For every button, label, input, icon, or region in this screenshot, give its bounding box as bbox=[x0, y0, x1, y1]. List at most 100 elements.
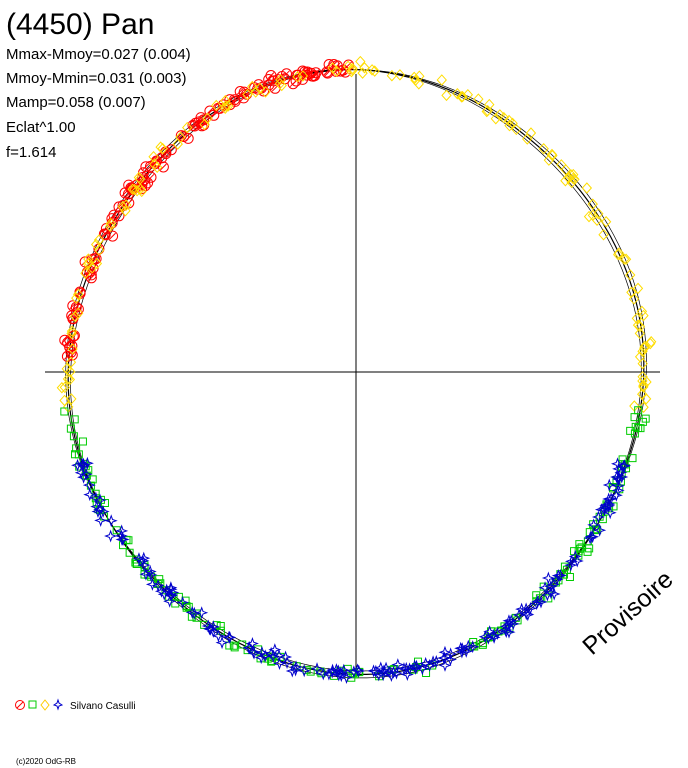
observer-name: Silvano Casulli bbox=[70, 701, 136, 712]
data-point-star bbox=[176, 595, 190, 610]
data-point-diamond bbox=[56, 382, 68, 394]
data-point-square bbox=[230, 643, 239, 652]
data-point-diamond bbox=[83, 253, 94, 265]
data-point-star bbox=[93, 502, 107, 516]
data-point-diamond bbox=[457, 90, 468, 103]
data-point-diamond bbox=[587, 198, 598, 210]
data-point-diamond bbox=[65, 366, 76, 378]
data-point-star bbox=[534, 595, 548, 609]
stat-eclat: Eclat^1.00 bbox=[6, 119, 76, 136]
data-point-diamond bbox=[639, 340, 650, 353]
data-point-star bbox=[310, 662, 324, 676]
data-point-circle-slash bbox=[98, 228, 110, 240]
data-point-star bbox=[521, 608, 535, 622]
data-point-star bbox=[466, 640, 480, 654]
data-point-circle-slash bbox=[189, 120, 201, 132]
data-point-star bbox=[429, 654, 443, 668]
data-point-star bbox=[409, 661, 423, 675]
data-point-star bbox=[347, 665, 361, 679]
data-point-star bbox=[618, 459, 632, 473]
data-point-star bbox=[602, 497, 616, 511]
data-point-diamond bbox=[473, 93, 484, 105]
data-point-square bbox=[570, 547, 579, 556]
data-point-diamond bbox=[507, 117, 518, 130]
stat-mmax-mmoy: Mmax-Mmoy=0.027 (0.004) bbox=[6, 46, 191, 63]
data-point-diamond bbox=[91, 257, 103, 270]
data-point-diamond bbox=[157, 142, 168, 155]
data-point-star bbox=[339, 670, 354, 685]
data-point-circle-slash bbox=[67, 300, 79, 312]
data-point-diamond bbox=[587, 209, 599, 222]
data-point-square bbox=[125, 548, 134, 557]
data-point-diamond bbox=[631, 312, 643, 325]
data-point-diamond bbox=[645, 336, 657, 348]
data-point-diamond bbox=[490, 112, 501, 125]
data-point-diamond bbox=[482, 104, 493, 117]
data-point-diamond bbox=[62, 373, 74, 385]
data-point-circle-slash bbox=[268, 75, 280, 87]
data-point-diamond bbox=[247, 80, 258, 93]
data-point-diamond bbox=[620, 253, 632, 266]
data-point-diamond bbox=[568, 168, 579, 181]
data-point-star bbox=[611, 457, 625, 471]
data-point-square bbox=[626, 426, 635, 435]
data-point-diamond bbox=[297, 70, 309, 82]
data-point-diamond bbox=[148, 150, 159, 163]
data-point-diamond bbox=[569, 173, 580, 185]
data-point-star bbox=[77, 470, 91, 484]
data-point-star bbox=[455, 645, 469, 659]
data-point-diamond bbox=[357, 67, 368, 79]
data-point-star bbox=[547, 587, 561, 601]
data-point-circle-slash bbox=[113, 210, 125, 222]
data-point-diamond bbox=[638, 401, 649, 413]
data-point-star bbox=[163, 594, 177, 608]
data-point-square bbox=[575, 540, 584, 549]
data-point-diamond bbox=[637, 357, 648, 370]
data-point-star bbox=[603, 506, 617, 520]
data-point-star bbox=[455, 642, 469, 656]
data-points bbox=[56, 55, 657, 685]
legend-diamond-icon bbox=[40, 699, 50, 711]
data-point-diamond bbox=[220, 100, 231, 112]
data-point-diamond bbox=[120, 204, 131, 217]
data-point-square bbox=[187, 612, 196, 621]
data-point-diamond bbox=[172, 138, 183, 150]
data-point-star bbox=[602, 478, 616, 492]
data-point-star bbox=[587, 518, 601, 532]
data-point-diamond bbox=[121, 199, 132, 211]
data-point-diamond bbox=[593, 207, 604, 220]
data-point-square bbox=[574, 551, 583, 560]
data-point-star bbox=[280, 655, 294, 669]
data-point-diamond bbox=[634, 320, 646, 333]
legend-square-icon bbox=[28, 700, 37, 709]
chart-title: (4450) Pan bbox=[6, 8, 154, 41]
data-point-square bbox=[559, 570, 568, 579]
data-point-circle-slash bbox=[229, 95, 241, 107]
data-point-diamond bbox=[134, 173, 146, 185]
data-point-diamond bbox=[359, 61, 370, 74]
data-point-star bbox=[512, 608, 526, 622]
data-point-star bbox=[379, 661, 393, 675]
copyright-text: (c)2020 OdG-RB bbox=[16, 757, 76, 766]
data-point-star bbox=[211, 629, 225, 643]
data-point-diamond bbox=[640, 393, 652, 405]
data-point-diamond bbox=[331, 65, 342, 77]
data-point-star bbox=[481, 631, 495, 645]
data-point-circle-slash bbox=[269, 82, 281, 94]
data-point-diamond bbox=[641, 376, 652, 388]
data-point-diamond bbox=[583, 210, 595, 223]
data-point-diamond bbox=[484, 98, 495, 111]
data-point-square bbox=[560, 562, 569, 571]
stat-mmoy-mmin: Mmoy-Mmin=0.031 (0.003) bbox=[6, 70, 186, 87]
data-point-star bbox=[187, 606, 201, 620]
data-point-star bbox=[399, 661, 413, 675]
data-point-diamond bbox=[369, 65, 380, 77]
data-point-star bbox=[483, 625, 497, 639]
data-point-star bbox=[104, 514, 118, 528]
data-point-star bbox=[104, 529, 118, 543]
data-point-diamond bbox=[581, 182, 593, 194]
data-point-star bbox=[568, 549, 582, 563]
data-point-star bbox=[195, 606, 209, 620]
data-point-diamond bbox=[546, 148, 558, 161]
